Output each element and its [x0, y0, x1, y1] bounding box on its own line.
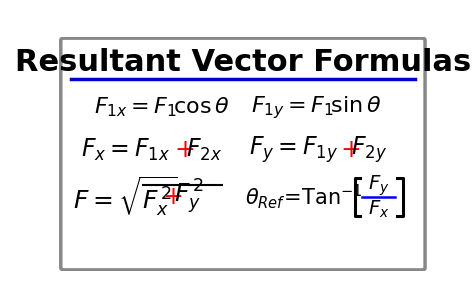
Text: $F_{1y} = F_1\!\sin\theta$: $F_{1y} = F_1\!\sin\theta$ [251, 94, 382, 121]
Text: $+$: $+$ [340, 138, 360, 162]
Text: $F_x = F_{1x}$: $F_x = F_{1x}$ [81, 137, 170, 163]
Text: $F = \sqrt{F_x^{\,2}}$: $F = \sqrt{F_x^{\,2}}$ [73, 174, 178, 219]
Text: $F_{1x} = F_1\!\cos\theta$: $F_{1x} = F_1\!\cos\theta$ [94, 96, 230, 119]
Text: $+$: $+$ [162, 185, 182, 209]
Text: $+$: $+$ [174, 138, 194, 162]
Text: $F_{2x}$: $F_{2x}$ [186, 137, 221, 163]
Text: $F_x$: $F_x$ [368, 199, 389, 220]
Text: $F_y^{\,2}$: $F_y^{\,2}$ [174, 178, 204, 216]
Text: $F_{2y}$: $F_{2y}$ [351, 135, 387, 165]
Text: $F_y$: $F_y$ [368, 174, 389, 198]
FancyBboxPatch shape [61, 38, 425, 270]
Text: $\theta_{Ref}\!=\!\mathrm{Tan}^{-1}$: $\theta_{Ref}\!=\!\mathrm{Tan}^{-1}$ [245, 182, 363, 211]
Text: $F_y = F_{1y}$: $F_y = F_{1y}$ [249, 135, 338, 165]
Text: Resultant Vector Formulas: Resultant Vector Formulas [15, 48, 471, 77]
